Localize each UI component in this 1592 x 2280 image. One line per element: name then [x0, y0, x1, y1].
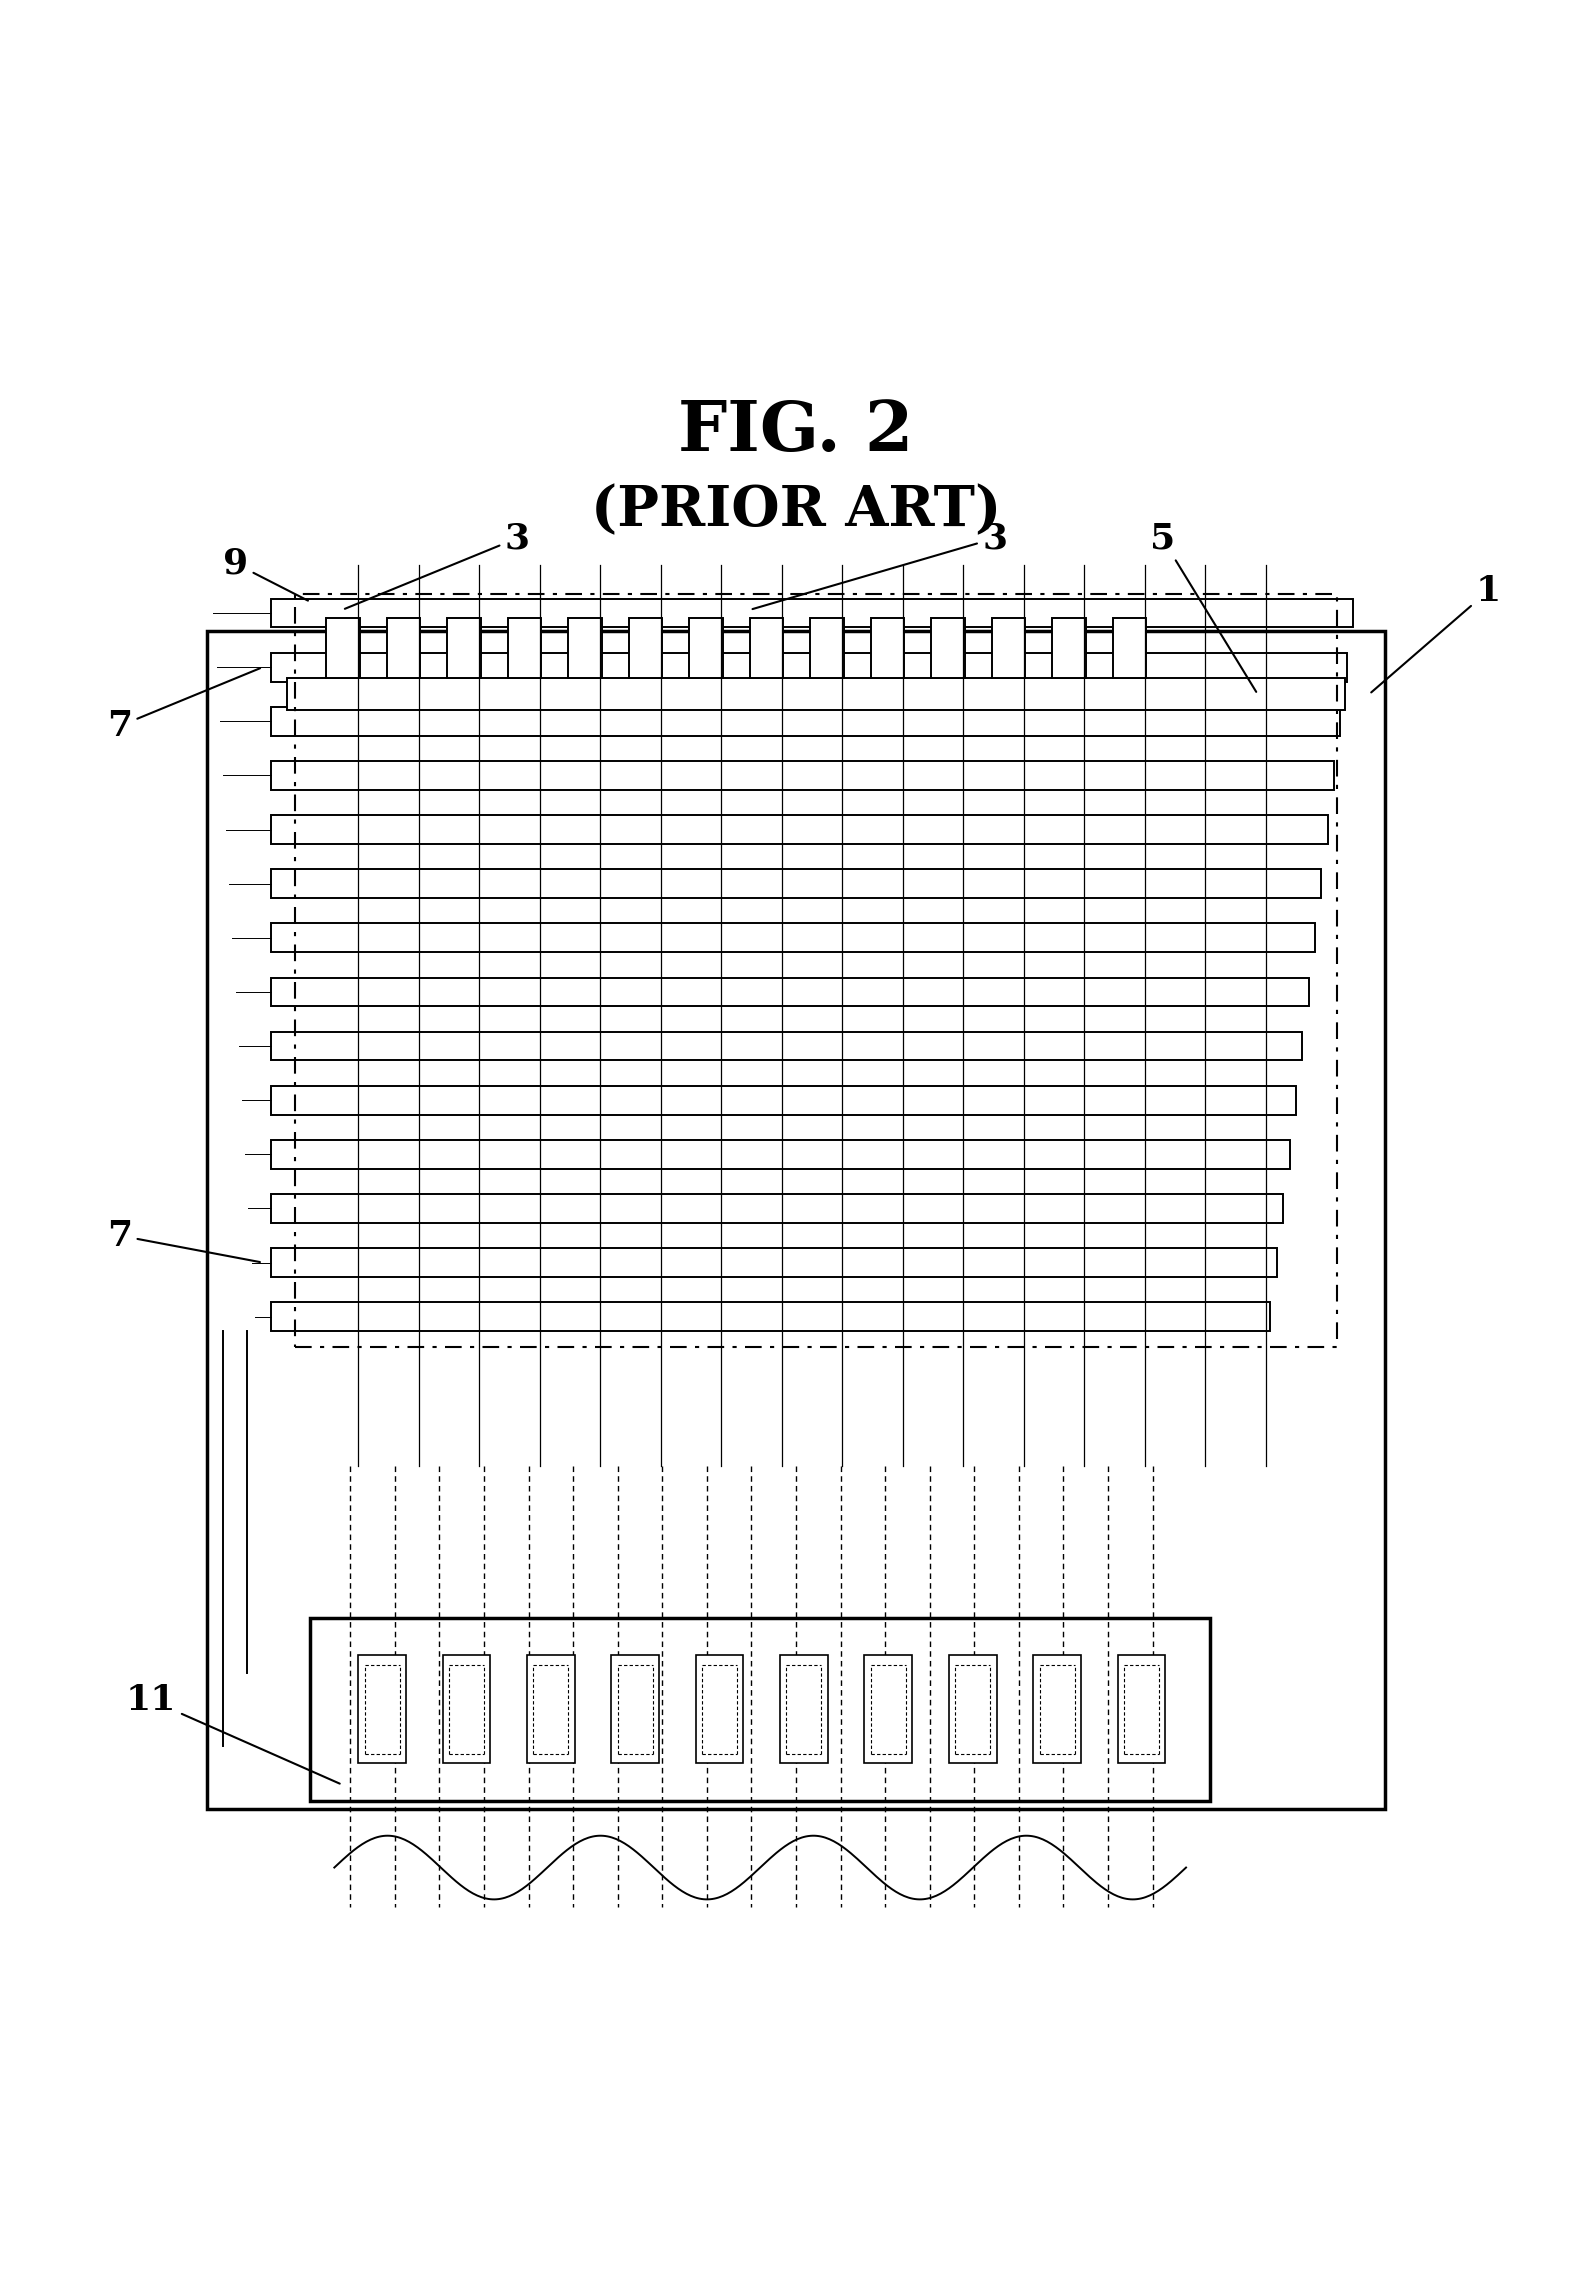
Bar: [271, 1195, 1283, 1222]
Bar: [271, 707, 1340, 736]
Bar: [864, 1655, 912, 1762]
Bar: [1118, 1655, 1165, 1762]
Text: 3: 3: [753, 522, 1008, 609]
Text: 1: 1: [1371, 575, 1501, 693]
Bar: [750, 618, 783, 679]
Bar: [629, 618, 662, 679]
Bar: [271, 1033, 1302, 1060]
Bar: [1052, 618, 1086, 679]
Bar: [358, 1655, 406, 1762]
Text: 5: 5: [1149, 522, 1256, 691]
Bar: [992, 618, 1025, 679]
Bar: [931, 618, 965, 679]
Text: 3: 3: [345, 522, 530, 609]
Bar: [271, 869, 1321, 898]
Bar: [295, 595, 1337, 1347]
Bar: [527, 1655, 575, 1762]
Bar: [271, 1140, 1290, 1170]
Bar: [611, 1655, 659, 1762]
Bar: [326, 618, 360, 679]
Bar: [271, 1302, 1270, 1332]
Bar: [271, 923, 1315, 953]
Bar: [271, 652, 1347, 682]
Bar: [1113, 618, 1146, 679]
Bar: [310, 1617, 1210, 1801]
Bar: [207, 632, 1385, 1808]
Bar: [689, 618, 723, 679]
Bar: [508, 618, 541, 679]
Bar: [696, 1655, 743, 1762]
Bar: [387, 618, 420, 679]
Bar: [271, 816, 1328, 844]
Bar: [271, 1247, 1277, 1277]
Bar: [447, 618, 481, 679]
Bar: [271, 600, 1353, 627]
Text: FIG. 2: FIG. 2: [678, 399, 914, 465]
Bar: [271, 762, 1334, 789]
Bar: [949, 1655, 997, 1762]
Text: 7: 7: [107, 1218, 259, 1263]
Bar: [443, 1655, 490, 1762]
Bar: [780, 1655, 828, 1762]
Bar: [287, 679, 1345, 709]
Text: 7: 7: [107, 668, 259, 743]
Bar: [568, 618, 602, 679]
Bar: [271, 1085, 1296, 1115]
Bar: [1033, 1655, 1081, 1762]
Text: (PRIOR ART): (PRIOR ART): [591, 483, 1001, 538]
Bar: [810, 618, 844, 679]
Text: 11: 11: [126, 1683, 339, 1783]
Bar: [271, 978, 1309, 1005]
Bar: [871, 618, 904, 679]
Text: 9: 9: [223, 547, 307, 600]
